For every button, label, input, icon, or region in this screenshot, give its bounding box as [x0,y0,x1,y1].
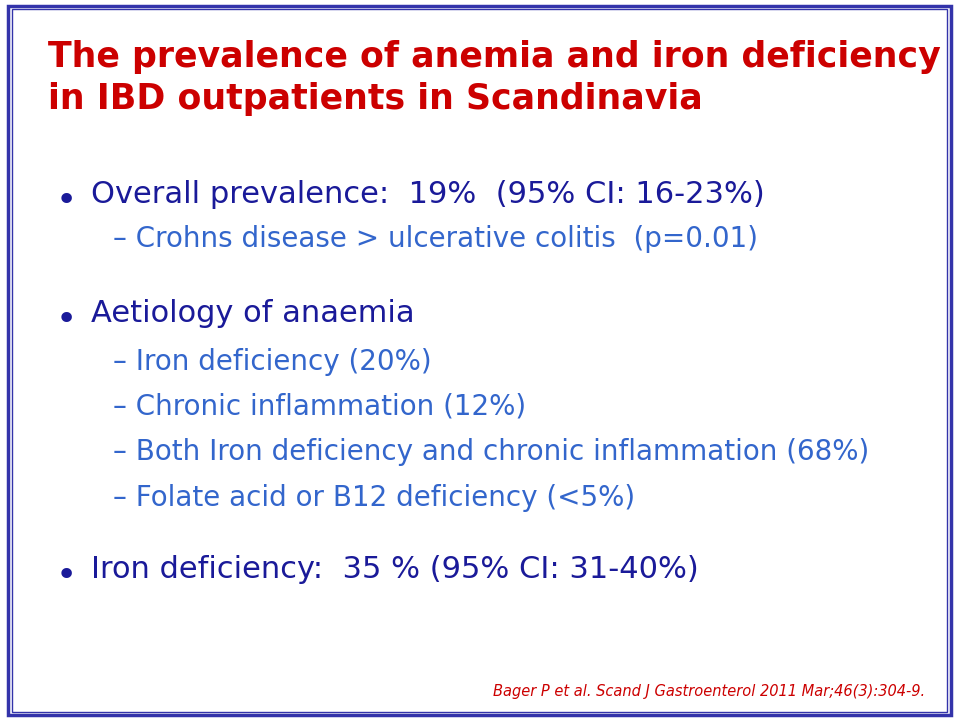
Text: •: • [56,184,77,218]
Text: •: • [56,559,77,593]
Text: – Crohns disease > ulcerative colitis  (p=0.01): – Crohns disease > ulcerative colitis (p… [113,225,759,253]
Text: Overall prevalence:  19%  (95% CI: 16-23%): Overall prevalence: 19% (95% CI: 16-23%) [91,180,765,209]
Text: – Chronic inflammation (12%): – Chronic inflammation (12%) [113,393,526,421]
Text: The prevalence of anemia and iron deficiency
in IBD outpatients in Scandinavia: The prevalence of anemia and iron defici… [48,40,941,116]
Text: Aetiology of anaemia: Aetiology of anaemia [91,299,414,328]
Text: – Both Iron deficiency and chronic inflammation (68%): – Both Iron deficiency and chronic infla… [113,438,870,466]
Text: – Iron deficiency (20%): – Iron deficiency (20%) [113,348,432,376]
Text: Iron deficiency:  35 % (95% CI: 31-40%): Iron deficiency: 35 % (95% CI: 31-40%) [91,555,699,584]
Text: •: • [56,303,77,337]
Text: – Folate acid or B12 deficiency (<5%): – Folate acid or B12 deficiency (<5%) [113,484,635,512]
Text: Bager P et al. Scand J Gastroenterol 2011 Mar;46(3):304-9.: Bager P et al. Scand J Gastroenterol 201… [493,684,925,699]
